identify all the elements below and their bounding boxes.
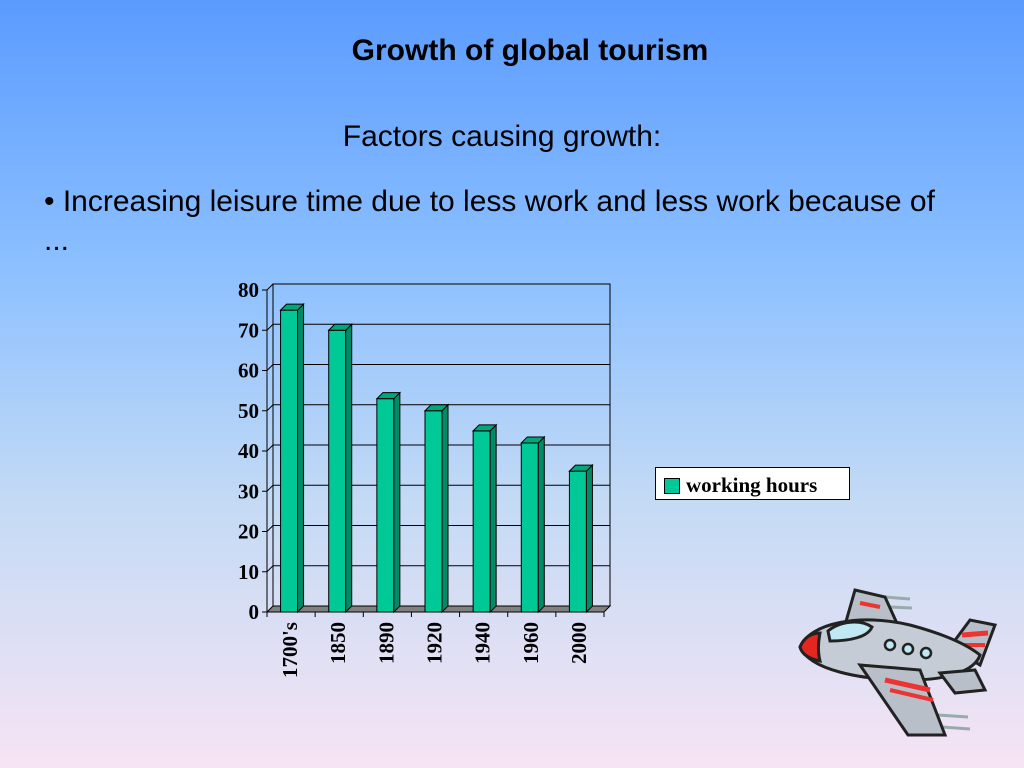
bar: [568, 470, 587, 613]
bar-side: [537, 435, 545, 614]
bar: [424, 410, 443, 613]
y-tick-label: 0: [249, 600, 260, 624]
bar-side: [585, 463, 593, 614]
bar: [472, 430, 491, 613]
chart-legend: working hours: [655, 467, 850, 500]
x-tick-label: 1850: [326, 622, 350, 664]
gridline-depth: [266, 283, 274, 291]
bar-top: [423, 404, 450, 412]
y-tick-label: 30: [238, 479, 259, 503]
bar-top: [520, 436, 546, 444]
bar-top: [375, 392, 402, 400]
bar-top: [327, 323, 353, 331]
bar: [520, 442, 539, 613]
bar-side: [345, 323, 353, 614]
y-tick-label: 80: [238, 278, 259, 302]
legend-swatch-working-hours: [664, 478, 680, 494]
x-tick-label: 1700's: [278, 622, 302, 678]
y-tick-label: 60: [238, 359, 259, 383]
bullet-text: • Increasing leisure time due to less wo…: [44, 185, 935, 257]
bar-top: [471, 424, 498, 432]
x-tick-label: 1920: [423, 622, 447, 664]
legend-label-working-hours: working hours: [686, 473, 818, 497]
bar-side: [489, 423, 497, 614]
gridline-depth: [266, 444, 274, 452]
slide-subtitle: Factors causing growth:: [342, 120, 662, 153]
bar-side: [393, 391, 401, 614]
y-tick-label: 70: [238, 318, 259, 342]
x-tick-label: 1960: [519, 622, 543, 664]
gridline-depth: [266, 404, 274, 412]
gridline-depth: [266, 323, 274, 331]
y-tick-label: 40: [238, 439, 259, 463]
bar-top: [568, 464, 594, 472]
gridline-depth: [266, 484, 274, 492]
gridline-depth: [266, 364, 274, 371]
x-tick-label: 1940: [471, 622, 495, 664]
x-tick-label: 2000: [567, 622, 591, 664]
y-tick-label: 20: [238, 520, 259, 544]
gridline-depth: [266, 565, 274, 573]
gridline-depth: [266, 525, 274, 532]
bar: [376, 398, 395, 613]
bar-side: [297, 302, 305, 614]
airplane-clipart-icon: [798, 588, 998, 737]
bar-side: [441, 403, 449, 614]
x-tick-label: 1890: [374, 622, 398, 664]
slide-title: Growth of global tourism: [351, 34, 709, 67]
y-tick-label: 50: [238, 399, 259, 423]
y-tick-label: 10: [238, 560, 259, 584]
bar: [328, 329, 347, 613]
bar-top: [279, 303, 305, 311]
bar: [280, 309, 299, 613]
